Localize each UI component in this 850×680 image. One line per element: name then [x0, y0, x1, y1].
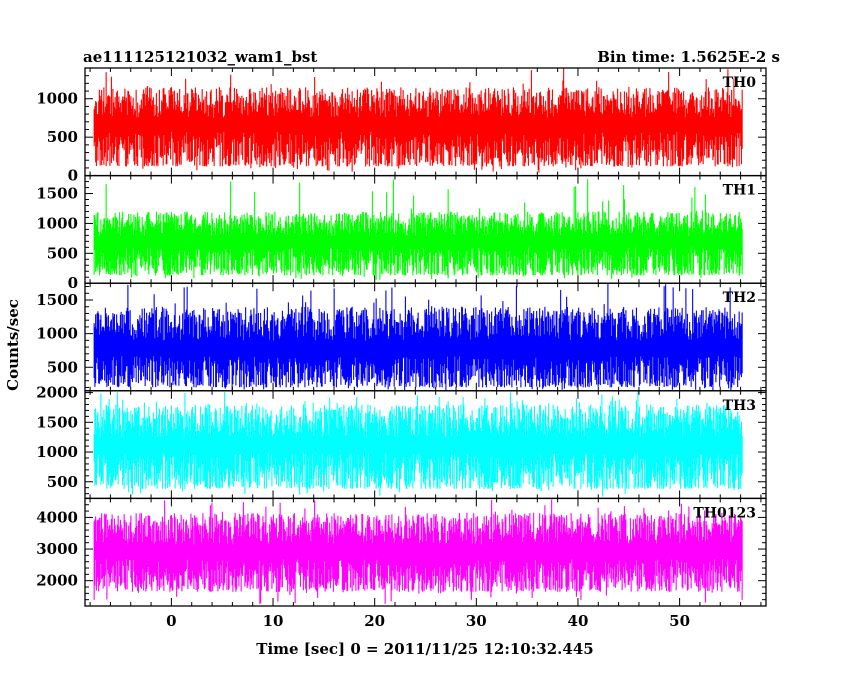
- y-tick-label-th3: 1000: [36, 443, 78, 461]
- chart-title: ae111125121032_wam1_bst: [83, 48, 317, 66]
- series-th0-label: TH0: [723, 75, 757, 91]
- y-tick-label-th1: 1000: [36, 214, 78, 232]
- x-tick-label: 50: [669, 612, 690, 630]
- y-tick-label-th0123: 3000: [36, 540, 78, 558]
- series-th0123-line: [93, 499, 743, 604]
- y-tick-label-th1: 500: [47, 244, 78, 262]
- panel-th0123: 2000 3000 4000 TH0123: [36, 497, 767, 607]
- y-tick-label-th0: 0: [68, 167, 78, 185]
- series-th3-line: [93, 391, 743, 497]
- panels-group: 0 500 1000 TH0 0 500 1000 1500 TH1 500 1000 1500 TH2…: [36, 67, 767, 607]
- y-tick-label-th3: 1500: [36, 413, 78, 431]
- series-th2-label: TH2: [723, 290, 756, 306]
- y-tick-label-th3: 2000: [36, 384, 78, 402]
- y-tick-label-th2: 500: [47, 358, 78, 376]
- series-th0-line: [93, 68, 743, 173]
- chart-subtitle: Bin time: 1.5625E-2 s: [597, 48, 780, 66]
- series-th1-label: TH1: [723, 183, 756, 199]
- x-axis-label: Time [sec] 0 = 2011/11/25 12:10:32.445: [256, 640, 593, 658]
- x-tick-label: 30: [466, 612, 487, 630]
- x-tick-label: 20: [364, 612, 385, 630]
- y-tick-label-th0123: 4000: [36, 508, 78, 526]
- x-tick-label: 0: [166, 612, 176, 630]
- x-tick-label: 10: [263, 612, 284, 630]
- panel-th0123-frame: [84, 497, 767, 607]
- panel-th2: 500 1000 1500 TH2: [36, 282, 767, 392]
- series-th2-line: [93, 283, 743, 391]
- panel-th1: 0 500 1000 1500 TH1: [36, 174, 767, 292]
- y-tick-label-th1: 0: [68, 274, 78, 292]
- y-tick-label-th0123: 2000: [36, 572, 78, 590]
- y-tick-label-th0: 1000: [36, 90, 78, 108]
- panel-th0: 0 500 1000 TH0: [36, 67, 767, 185]
- y-axis-label: Counts/sec: [4, 299, 22, 391]
- y-tick-label-th2: 1500: [36, 291, 78, 309]
- x-tick-label: 40: [568, 612, 589, 630]
- panel-th3: 500 1000 1500 2000 TH3: [36, 384, 767, 500]
- x-axis: 0 10 20 30 40 50: [166, 612, 690, 630]
- y-tick-label-th3: 500: [47, 473, 78, 491]
- y-tick-label-th1: 1500: [36, 185, 78, 203]
- series-th0123-label: TH0123: [693, 505, 756, 521]
- y-tick-label-th2: 1000: [36, 325, 78, 343]
- y-tick-label-th0: 500: [47, 128, 78, 146]
- series-th1-line: [93, 179, 743, 280]
- series-th3-label: TH3: [723, 398, 756, 414]
